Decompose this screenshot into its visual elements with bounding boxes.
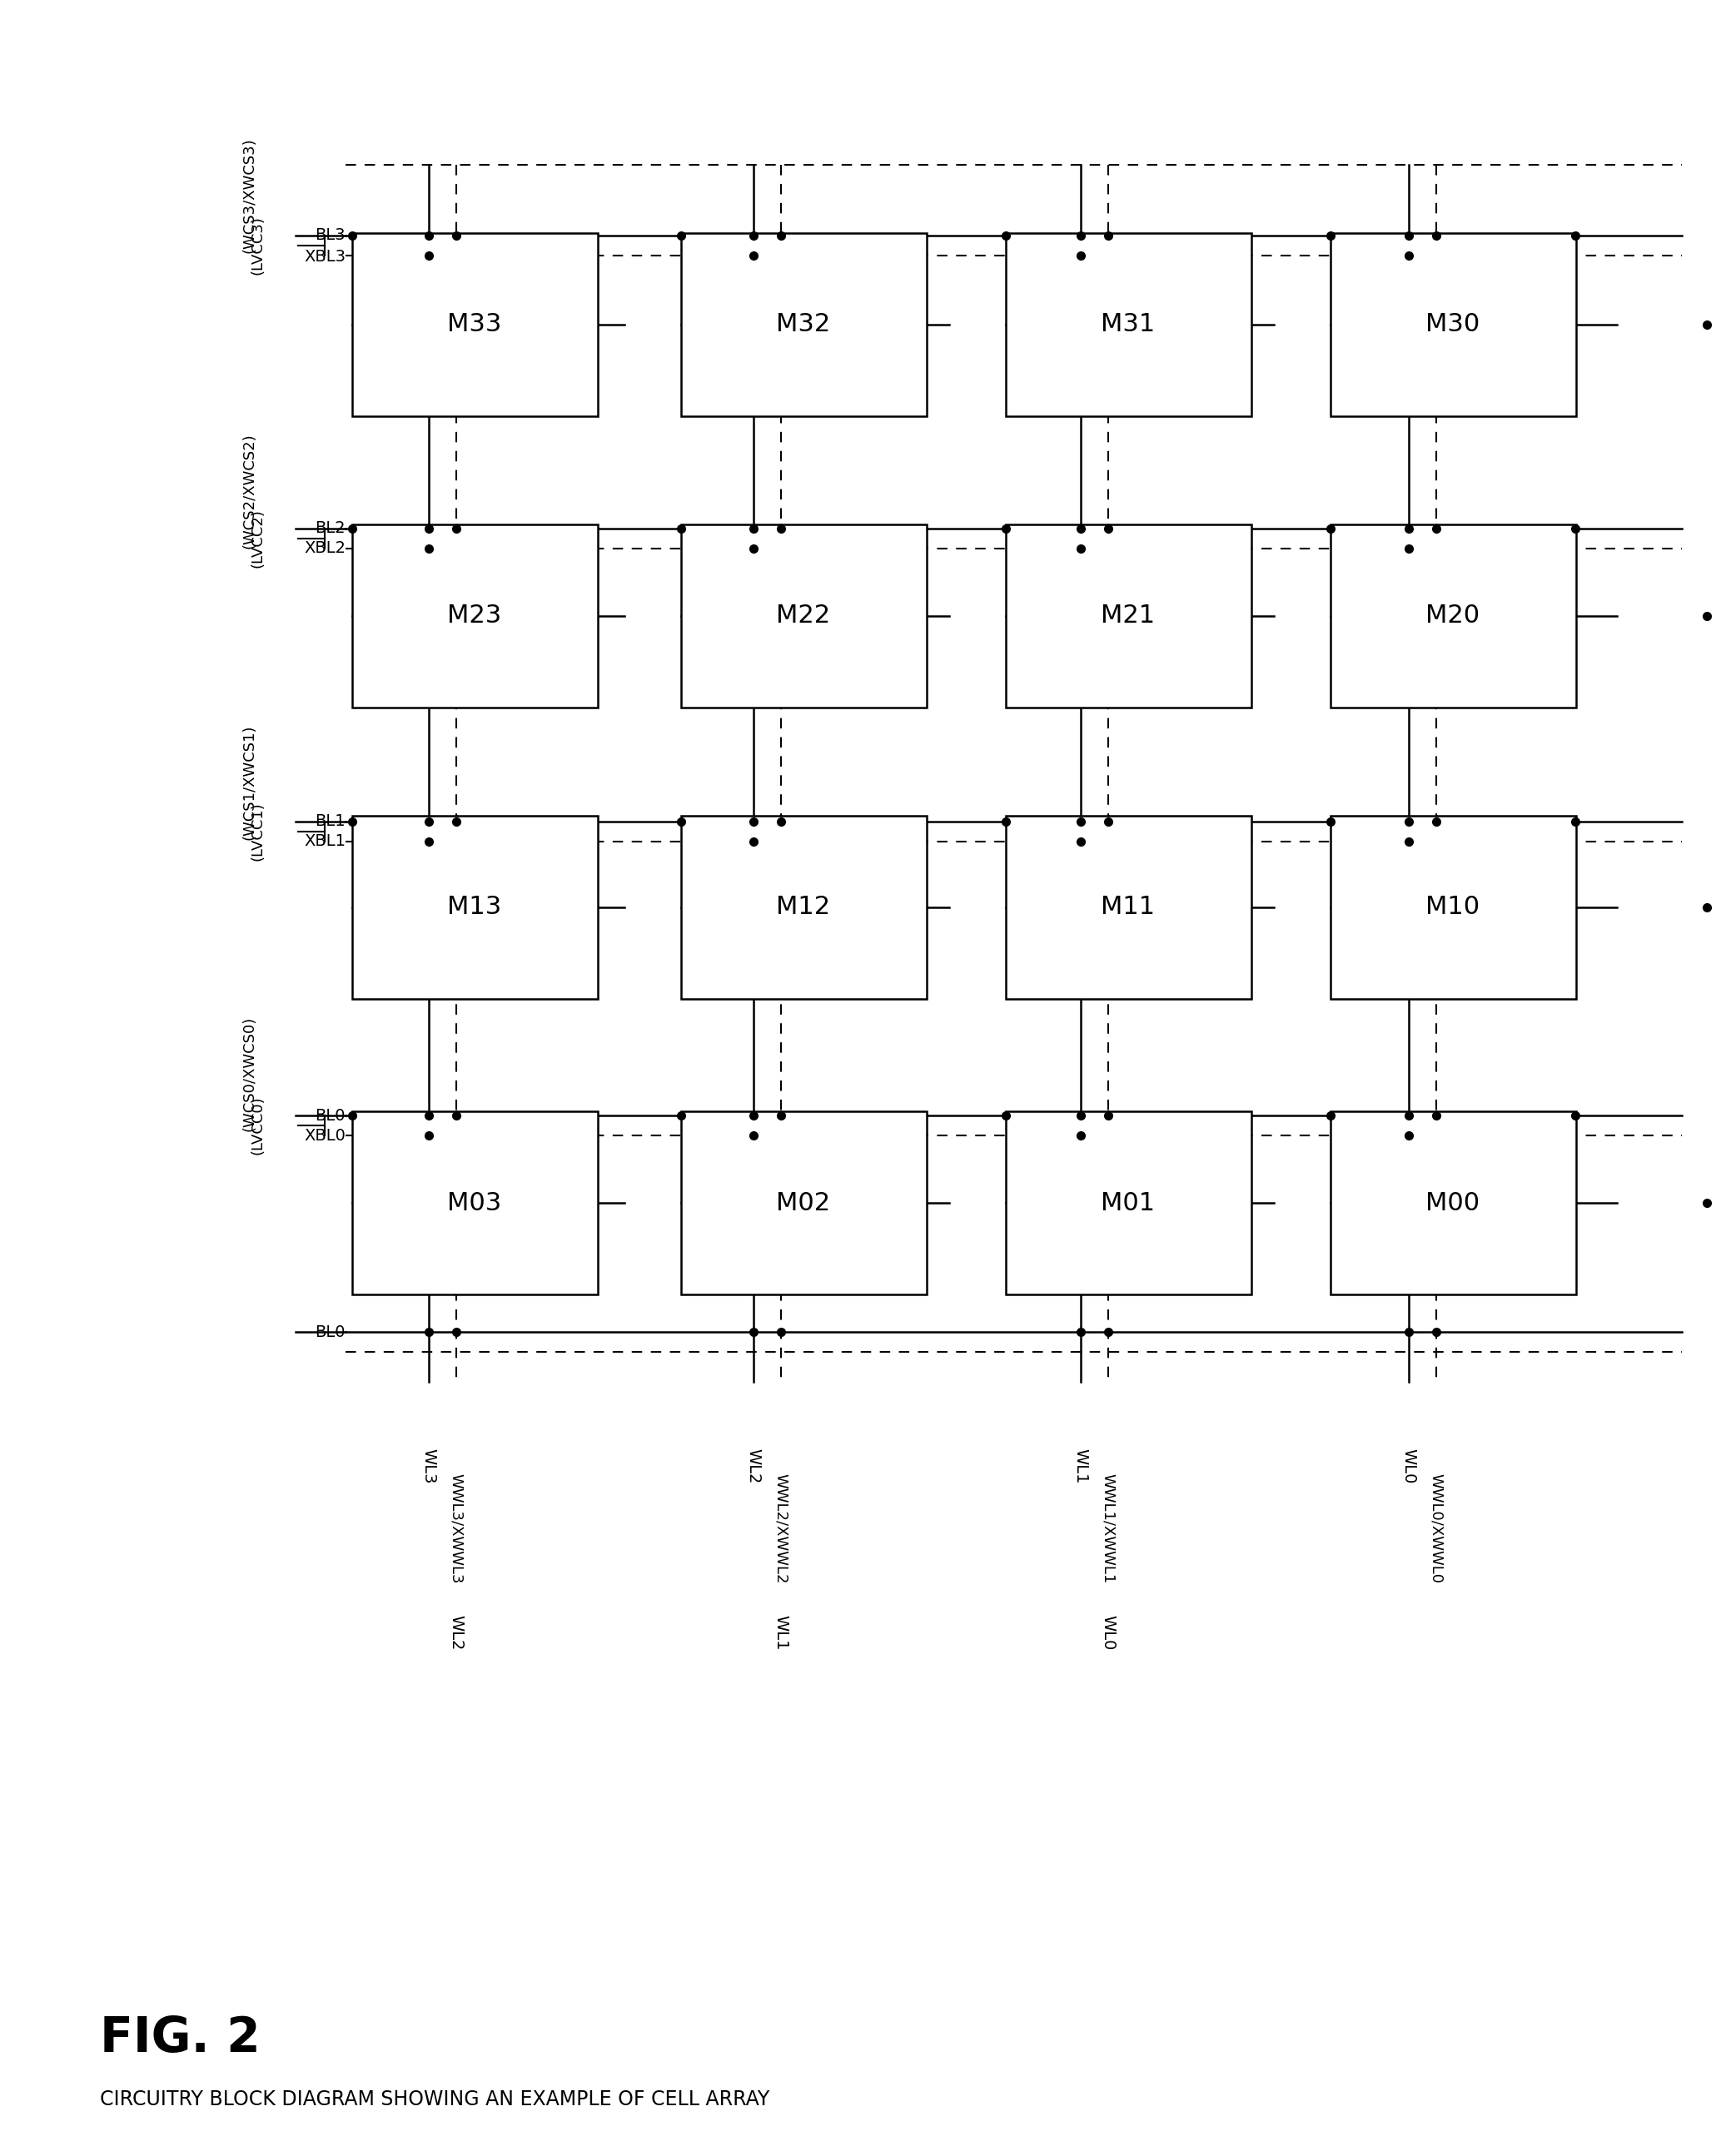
Bar (682, 233, 927, 416)
Text: M02: M02 (777, 1190, 830, 1216)
Text: M01: M01 (1101, 1190, 1155, 1216)
Text: M32: M32 (777, 313, 830, 336)
Text: (WCS3/XWCS3): (WCS3/XWCS3) (242, 138, 257, 254)
Text: WL1: WL1 (773, 1615, 789, 1649)
Text: BL2: BL2 (316, 522, 345, 537)
Text: (WCS1/XWCS1): (WCS1/XWCS1) (242, 724, 257, 841)
Text: BL0: BL0 (316, 1108, 345, 1123)
Text: WL0: WL0 (1402, 1449, 1417, 1483)
Text: XBL3: XBL3 (304, 248, 345, 265)
Text: M11: M11 (1101, 895, 1155, 918)
Bar (1006, 1110, 1251, 1294)
Text: BL1: BL1 (316, 813, 345, 830)
Bar (352, 1110, 597, 1294)
Text: M22: M22 (777, 604, 830, 627)
Text: M20: M20 (1426, 604, 1479, 627)
Text: WWL0/XWWL0: WWL0/XWWL0 (1429, 1473, 1443, 1583)
Text: M13: M13 (447, 895, 502, 918)
Text: (WCS2/XWCS2): (WCS2/XWCS2) (242, 433, 257, 550)
Text: M31: M31 (1101, 313, 1155, 336)
Text: WL1: WL1 (1074, 1449, 1089, 1483)
Text: (LVCC3): (LVCC3) (250, 216, 266, 276)
Text: M12: M12 (777, 895, 830, 918)
Text: XBL2: XBL2 (304, 541, 345, 556)
Text: (LVCC2): (LVCC2) (250, 509, 266, 567)
Text: CIRCUITRY BLOCK DIAGRAM SHOWING AN EXAMPLE OF CELL ARRAY: CIRCUITRY BLOCK DIAGRAM SHOWING AN EXAMP… (100, 2089, 770, 2109)
Text: XBL1: XBL1 (304, 834, 345, 849)
Text: M10: M10 (1426, 895, 1479, 918)
Text: WWL2/XWWL2: WWL2/XWWL2 (773, 1473, 789, 1585)
Text: M03: M03 (447, 1190, 502, 1216)
Bar (682, 524, 927, 707)
Bar (1331, 524, 1576, 707)
Text: (LVCC1): (LVCC1) (250, 802, 266, 860)
Bar (682, 1110, 927, 1294)
Bar (1006, 233, 1251, 416)
Bar (1331, 233, 1576, 416)
Bar (1331, 1110, 1576, 1294)
Text: WWL1/XWWL1: WWL1/XWWL1 (1101, 1473, 1115, 1583)
Text: FIG. 2: FIG. 2 (100, 2014, 261, 2061)
Bar (1006, 815, 1251, 998)
Text: BL3: BL3 (316, 229, 345, 244)
Bar (682, 815, 927, 998)
Text: M23: M23 (447, 604, 502, 627)
Text: M21: M21 (1101, 604, 1155, 627)
Bar (352, 233, 597, 416)
Bar (1006, 524, 1251, 707)
Text: WL3: WL3 (421, 1449, 437, 1483)
Text: BL0: BL0 (316, 1324, 345, 1339)
Bar (352, 524, 597, 707)
Text: WL0: WL0 (1099, 1615, 1117, 1649)
Text: M30: M30 (1426, 313, 1481, 336)
Text: (LVCC0): (LVCC0) (250, 1095, 266, 1156)
Text: M00: M00 (1426, 1190, 1479, 1216)
Text: WWL3/XWWL3: WWL3/XWWL3 (449, 1473, 464, 1585)
Text: XBL0: XBL0 (304, 1128, 345, 1143)
Text: (WCS0/XWCS0): (WCS0/XWCS0) (242, 1015, 257, 1132)
Bar (1331, 815, 1576, 998)
Text: WL2: WL2 (746, 1449, 761, 1483)
Text: M33: M33 (447, 313, 502, 336)
Text: WL2: WL2 (449, 1615, 464, 1649)
Bar (352, 815, 597, 998)
